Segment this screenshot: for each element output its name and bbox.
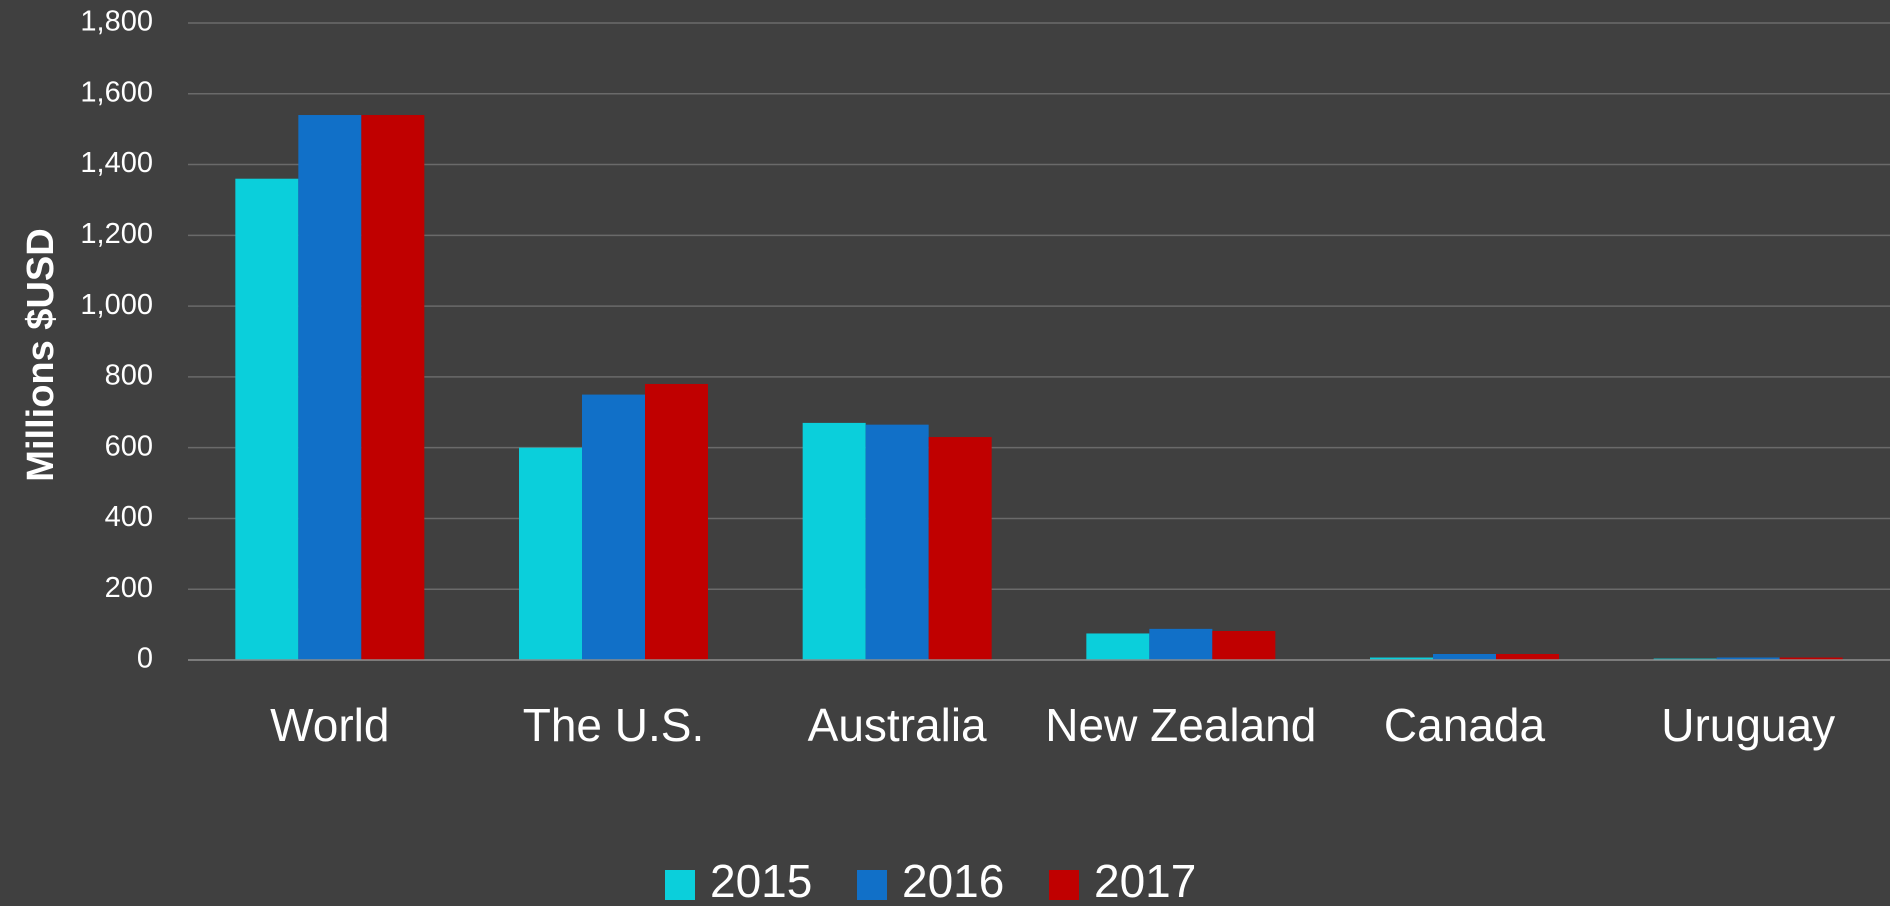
y-tick-label: 200: [105, 572, 153, 604]
bar: [1496, 653, 1559, 660]
legend-label: 2017: [1094, 855, 1196, 906]
y-tick-label: 400: [105, 501, 153, 533]
legend-swatch: [1049, 870, 1079, 900]
y-tick-label: 0: [137, 643, 153, 675]
bar: [802, 422, 866, 660]
x-tick-label: Canada: [1384, 699, 1546, 751]
bar: [1779, 657, 1843, 660]
bar: [235, 178, 299, 660]
bar: [645, 383, 708, 660]
legend-swatch: [665, 870, 695, 900]
bar: [1149, 628, 1213, 660]
x-tick-label: Uruguay: [1661, 699, 1835, 751]
y-tick-label: 600: [105, 430, 153, 462]
y-tick-label: 1,800: [80, 6, 153, 38]
y-axis-title: Millions $USD: [20, 228, 62, 481]
legend-label: 2016: [902, 855, 1004, 906]
x-tick-label: World: [270, 699, 389, 751]
y-tick-label: 1,000: [80, 289, 153, 321]
legend-swatch: [857, 870, 887, 900]
y-tick-label: 800: [105, 360, 153, 392]
legend-label: 2015: [710, 855, 812, 906]
bar: [361, 115, 425, 660]
bar: [1433, 653, 1496, 660]
bar: [928, 437, 992, 660]
y-tick-label: 1,400: [80, 147, 153, 179]
bar: [865, 424, 929, 660]
bar: [1716, 657, 1780, 660]
y-tick-label: 1,600: [80, 76, 153, 108]
bar: [519, 447, 582, 660]
bar: [1212, 630, 1276, 660]
bar: [582, 394, 645, 660]
x-tick-label: The U.S.: [523, 699, 705, 751]
y-tick-label: 1,200: [80, 218, 153, 250]
bar: [1086, 633, 1150, 660]
bar: [1370, 657, 1433, 660]
x-tick-label: New Zealand: [1045, 699, 1316, 751]
x-tick-label: Australia: [808, 699, 987, 751]
bar: [298, 115, 362, 660]
